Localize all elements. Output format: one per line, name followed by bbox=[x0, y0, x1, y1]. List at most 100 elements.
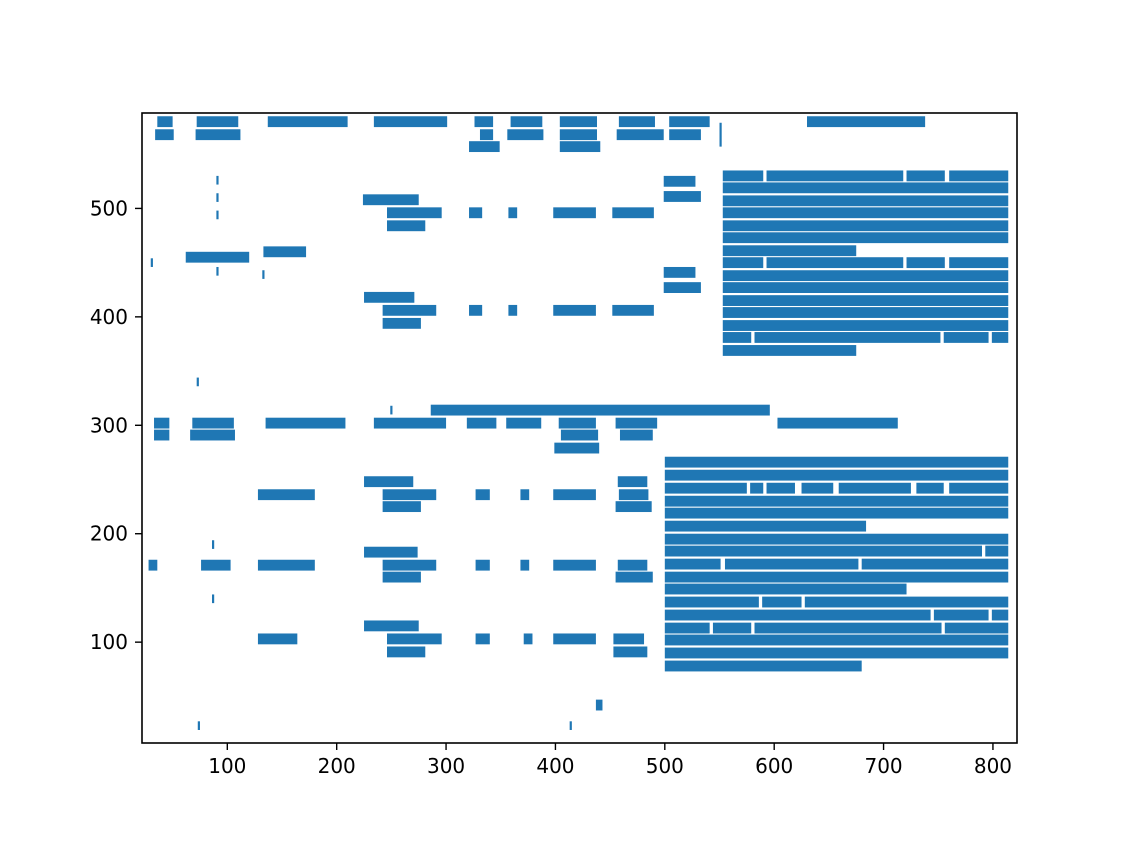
bar-segment bbox=[475, 489, 490, 501]
x-tick-label: 400 bbox=[536, 754, 574, 778]
bar-segment bbox=[257, 559, 315, 571]
bar-segment bbox=[553, 559, 596, 571]
bar-segment bbox=[949, 257, 1009, 269]
bar-segment bbox=[664, 520, 867, 532]
bar-segment bbox=[267, 116, 348, 128]
bar-segment bbox=[382, 304, 437, 316]
bar-segment bbox=[216, 210, 219, 220]
bar-segment bbox=[364, 620, 419, 632]
bar-segment bbox=[615, 501, 652, 513]
bar-segment bbox=[722, 295, 1009, 307]
bar-segment bbox=[663, 282, 701, 293]
bar-segment bbox=[466, 417, 497, 429]
bar-segment bbox=[559, 116, 597, 128]
bar-segment bbox=[212, 540, 215, 549]
bar-segment bbox=[212, 594, 215, 604]
bar-segment bbox=[474, 116, 494, 128]
bar-segment bbox=[719, 122, 722, 147]
bar-segment bbox=[722, 232, 1009, 244]
bar-segment bbox=[906, 257, 945, 269]
bar-segment bbox=[801, 482, 834, 494]
bar-segment bbox=[216, 193, 219, 202]
bar-segment bbox=[469, 207, 483, 219]
plot-frame bbox=[141, 112, 1018, 744]
bar-segment bbox=[664, 495, 1009, 507]
bar-segment bbox=[523, 633, 533, 645]
x-axis: 100 200 300 400 500 600 700 800 bbox=[208, 743, 1012, 778]
bar-segment bbox=[943, 332, 989, 343]
bar-segment bbox=[861, 558, 1009, 570]
bar-segment bbox=[469, 304, 483, 316]
bar-segment bbox=[724, 558, 859, 570]
y-axis: 100 200 300 400 500 bbox=[90, 196, 142, 654]
bar-segment bbox=[991, 609, 1009, 621]
bar-segment bbox=[520, 489, 530, 501]
bar-segment bbox=[615, 417, 658, 429]
bar-segment bbox=[148, 559, 158, 571]
bar-segment bbox=[664, 583, 907, 595]
bar-segment bbox=[722, 345, 857, 356]
bar-segment bbox=[201, 559, 231, 571]
bar-segment bbox=[722, 257, 764, 269]
bar-segment bbox=[722, 332, 752, 343]
bar-segment bbox=[664, 622, 710, 634]
bar-segment bbox=[257, 633, 298, 645]
bar-segment bbox=[430, 404, 770, 416]
bar-segment bbox=[722, 182, 1009, 194]
bar-segment bbox=[754, 332, 941, 343]
bar-segment bbox=[991, 332, 1009, 343]
bar-segment bbox=[766, 257, 904, 269]
bar-segment bbox=[195, 129, 241, 141]
bar-segment bbox=[618, 489, 649, 501]
bar-segment bbox=[933, 609, 989, 621]
bar-segment bbox=[553, 304, 596, 316]
bar-segment bbox=[722, 207, 1009, 219]
bar-segment bbox=[364, 546, 418, 558]
bar-segment bbox=[985, 545, 1009, 557]
bar-segment bbox=[804, 596, 1009, 608]
x-tick-label: 800 bbox=[974, 754, 1012, 778]
bar-segment bbox=[553, 207, 596, 219]
bar-segment bbox=[373, 417, 447, 429]
bar-segment bbox=[664, 571, 1009, 583]
bar-segment bbox=[506, 417, 542, 429]
bar-segment bbox=[944, 622, 1009, 634]
bar-segment bbox=[663, 191, 701, 202]
bar-segment bbox=[722, 320, 1009, 331]
bar-segment bbox=[553, 633, 596, 645]
bar-segment bbox=[192, 417, 234, 429]
bar-segment bbox=[916, 482, 944, 494]
bar-segment bbox=[382, 571, 421, 583]
x-tick-label: 600 bbox=[755, 754, 793, 778]
x-tick-label: 200 bbox=[318, 754, 356, 778]
bar-segment bbox=[150, 258, 153, 267]
bar-segment bbox=[663, 266, 696, 278]
bar-segment bbox=[617, 476, 648, 488]
bar-segment bbox=[669, 116, 710, 128]
bar-segment bbox=[712, 622, 752, 634]
bar-segment bbox=[154, 417, 170, 429]
bar-segment bbox=[664, 596, 759, 608]
bar-segment bbox=[663, 175, 696, 187]
bar-segment bbox=[766, 170, 904, 182]
bar-segment bbox=[906, 170, 945, 182]
bar-segment bbox=[664, 609, 931, 621]
bar-segment bbox=[508, 207, 518, 219]
y-tick-label: 300 bbox=[90, 413, 128, 437]
bar-segment bbox=[615, 571, 653, 583]
bar-segment bbox=[554, 442, 600, 454]
bar-segment bbox=[722, 220, 1009, 232]
bar-segment bbox=[520, 559, 530, 571]
bar-segment bbox=[510, 116, 543, 128]
y-tick-label: 200 bbox=[90, 522, 128, 546]
bar-segment bbox=[263, 246, 307, 258]
y-tick-label: 400 bbox=[90, 305, 128, 329]
bar-segment bbox=[838, 482, 911, 494]
bar-segment bbox=[613, 646, 648, 658]
bar-segment bbox=[475, 559, 490, 571]
bar-segment bbox=[664, 647, 1009, 659]
bar-segment bbox=[390, 405, 393, 415]
bars-group bbox=[148, 116, 1009, 730]
bar-segment bbox=[664, 456, 1009, 468]
